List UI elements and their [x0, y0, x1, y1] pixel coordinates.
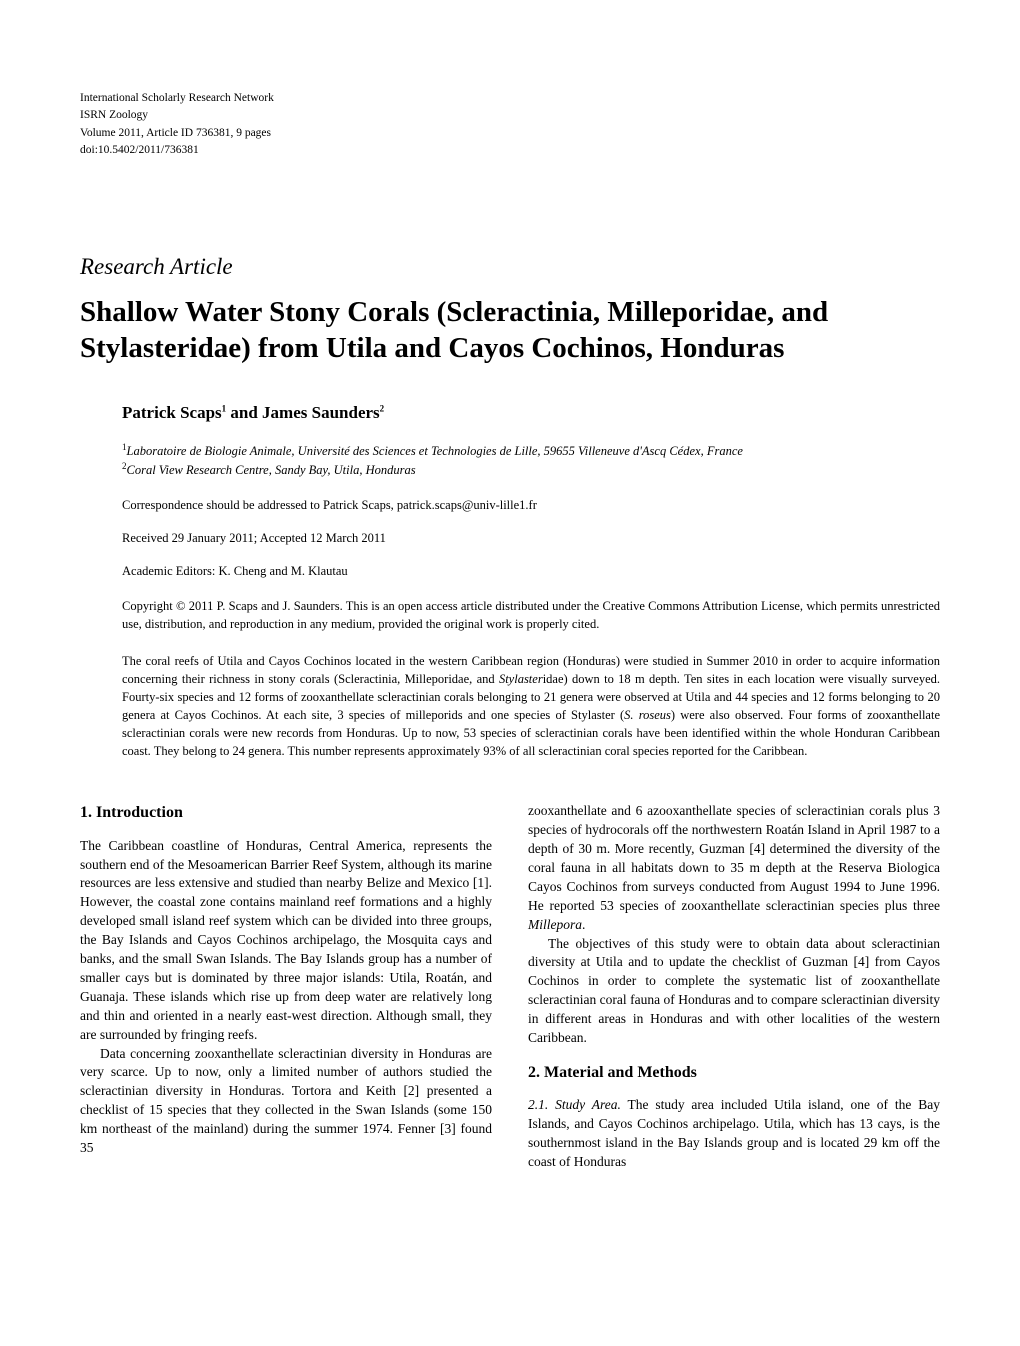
journal-info-block: International Scholarly Research Network…: [80, 90, 940, 159]
methods-paragraph-1: 2.1. Study Area. The study area included…: [528, 1096, 940, 1172]
methods-heading: 2. Material and Methods: [528, 1062, 940, 1084]
left-column: 1. Introduction The Caribbean coastline …: [80, 802, 492, 1172]
affiliation-2: 2Coral View Research Centre, Sandy Bay, …: [122, 460, 940, 480]
intro-paragraph-4: The objectives of this study were to obt…: [528, 935, 940, 1048]
correspondence-line: Correspondence should be addressed to Pa…: [122, 498, 940, 513]
affiliation-1: 1Laboratoire de Biologie Animale, Univer…: [122, 441, 940, 461]
editors-line: Academic Editors: K. Cheng and M. Klauta…: [122, 564, 940, 579]
journal-network: International Scholarly Research Network: [80, 90, 940, 107]
article-type: Research Article: [80, 254, 940, 280]
intro-paragraph-2: Data concerning zooxanthellate scleracti…: [80, 1045, 492, 1158]
right-column: zooxanthellate and 6 azooxanthellate spe…: [528, 802, 940, 1172]
authors-line: Patrick Scaps1 and James Saunders2: [122, 403, 940, 423]
abstract-block: The coral reefs of Utila and Cayos Cochi…: [122, 652, 940, 761]
intro-paragraph-1: The Caribbean coastline of Honduras, Cen…: [80, 837, 492, 1045]
journal-doi: doi:10.5402/2011/736381: [80, 142, 940, 159]
intro-heading: 1. Introduction: [80, 802, 492, 824]
dates-line: Received 29 January 2011; Accepted 12 Ma…: [122, 531, 940, 546]
journal-volume: Volume 2011, Article ID 736381, 9 pages: [80, 125, 940, 142]
copyright-block: Copyright © 2011 P. Scaps and J. Saunder…: [122, 597, 940, 633]
intro-paragraph-3: zooxanthellate and 6 azooxanthellate spe…: [528, 802, 940, 934]
journal-name: ISRN Zoology: [80, 107, 940, 124]
affiliations-block: 1Laboratoire de Biologie Animale, Univer…: [122, 441, 940, 481]
article-title: Shallow Water Stony Corals (Scleractinia…: [80, 294, 940, 367]
body-columns: 1. Introduction The Caribbean coastline …: [80, 802, 940, 1172]
methods-subsection-label: 2.1. Study Area.: [528, 1097, 621, 1112]
